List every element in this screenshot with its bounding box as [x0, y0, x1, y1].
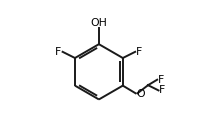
Text: F: F: [55, 47, 61, 57]
Text: OH: OH: [90, 18, 107, 28]
Text: F: F: [158, 75, 164, 85]
Text: F: F: [159, 85, 166, 95]
Text: F: F: [136, 47, 143, 57]
Text: O: O: [136, 89, 145, 99]
